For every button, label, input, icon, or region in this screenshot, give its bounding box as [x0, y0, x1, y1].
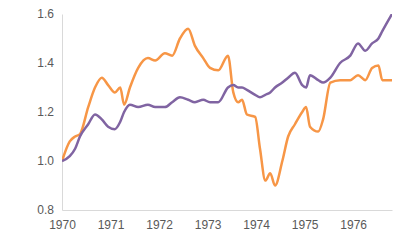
x-tick-label: 1970	[49, 218, 76, 232]
x-tick-label: 1973	[195, 218, 222, 232]
y-tick: 1.0	[37, 154, 62, 168]
x-tick: 1972	[146, 210, 173, 232]
x-tick: 1975	[292, 210, 319, 232]
chart: 0.81.01.21.41.61970197119721973197419751…	[0, 0, 400, 250]
y-tick: 1.4	[37, 56, 62, 70]
y-tick-label: 1.4	[37, 56, 54, 70]
x-tick: 1974	[243, 210, 270, 232]
y-axis-line	[62, 15, 63, 211]
y-tick-label: 1.0	[37, 154, 54, 168]
y-tick-label: 1.2	[37, 105, 54, 119]
y-tick: 0.8	[37, 203, 62, 217]
y-tick: 1.2	[37, 105, 62, 119]
plot-area	[62, 14, 392, 186]
y-tick-label: 0.8	[37, 203, 54, 217]
series-line	[62, 14, 392, 161]
x-tick-label: 1974	[243, 218, 270, 232]
x-tick: 1976	[340, 210, 367, 232]
x-tick-label: 1976	[340, 218, 367, 232]
x-tick: 1971	[98, 210, 125, 232]
x-tick-label: 1971	[98, 218, 125, 232]
series-line	[62, 29, 392, 186]
x-tick: 1973	[195, 210, 222, 232]
x-axis: 1970 1971 1972 1973 1974 1975 1976	[49, 210, 392, 232]
x-tick-label: 1972	[146, 218, 173, 232]
y-axis: 0.8 1.0 1.2 1.4 1.6	[37, 7, 62, 217]
y-tick: 1.6	[37, 7, 62, 21]
y-tick-label: 1.6	[37, 7, 54, 21]
x-tick: 1970	[49, 210, 76, 232]
x-tick-label: 1975	[292, 218, 319, 232]
x-axis-line	[63, 210, 393, 211]
